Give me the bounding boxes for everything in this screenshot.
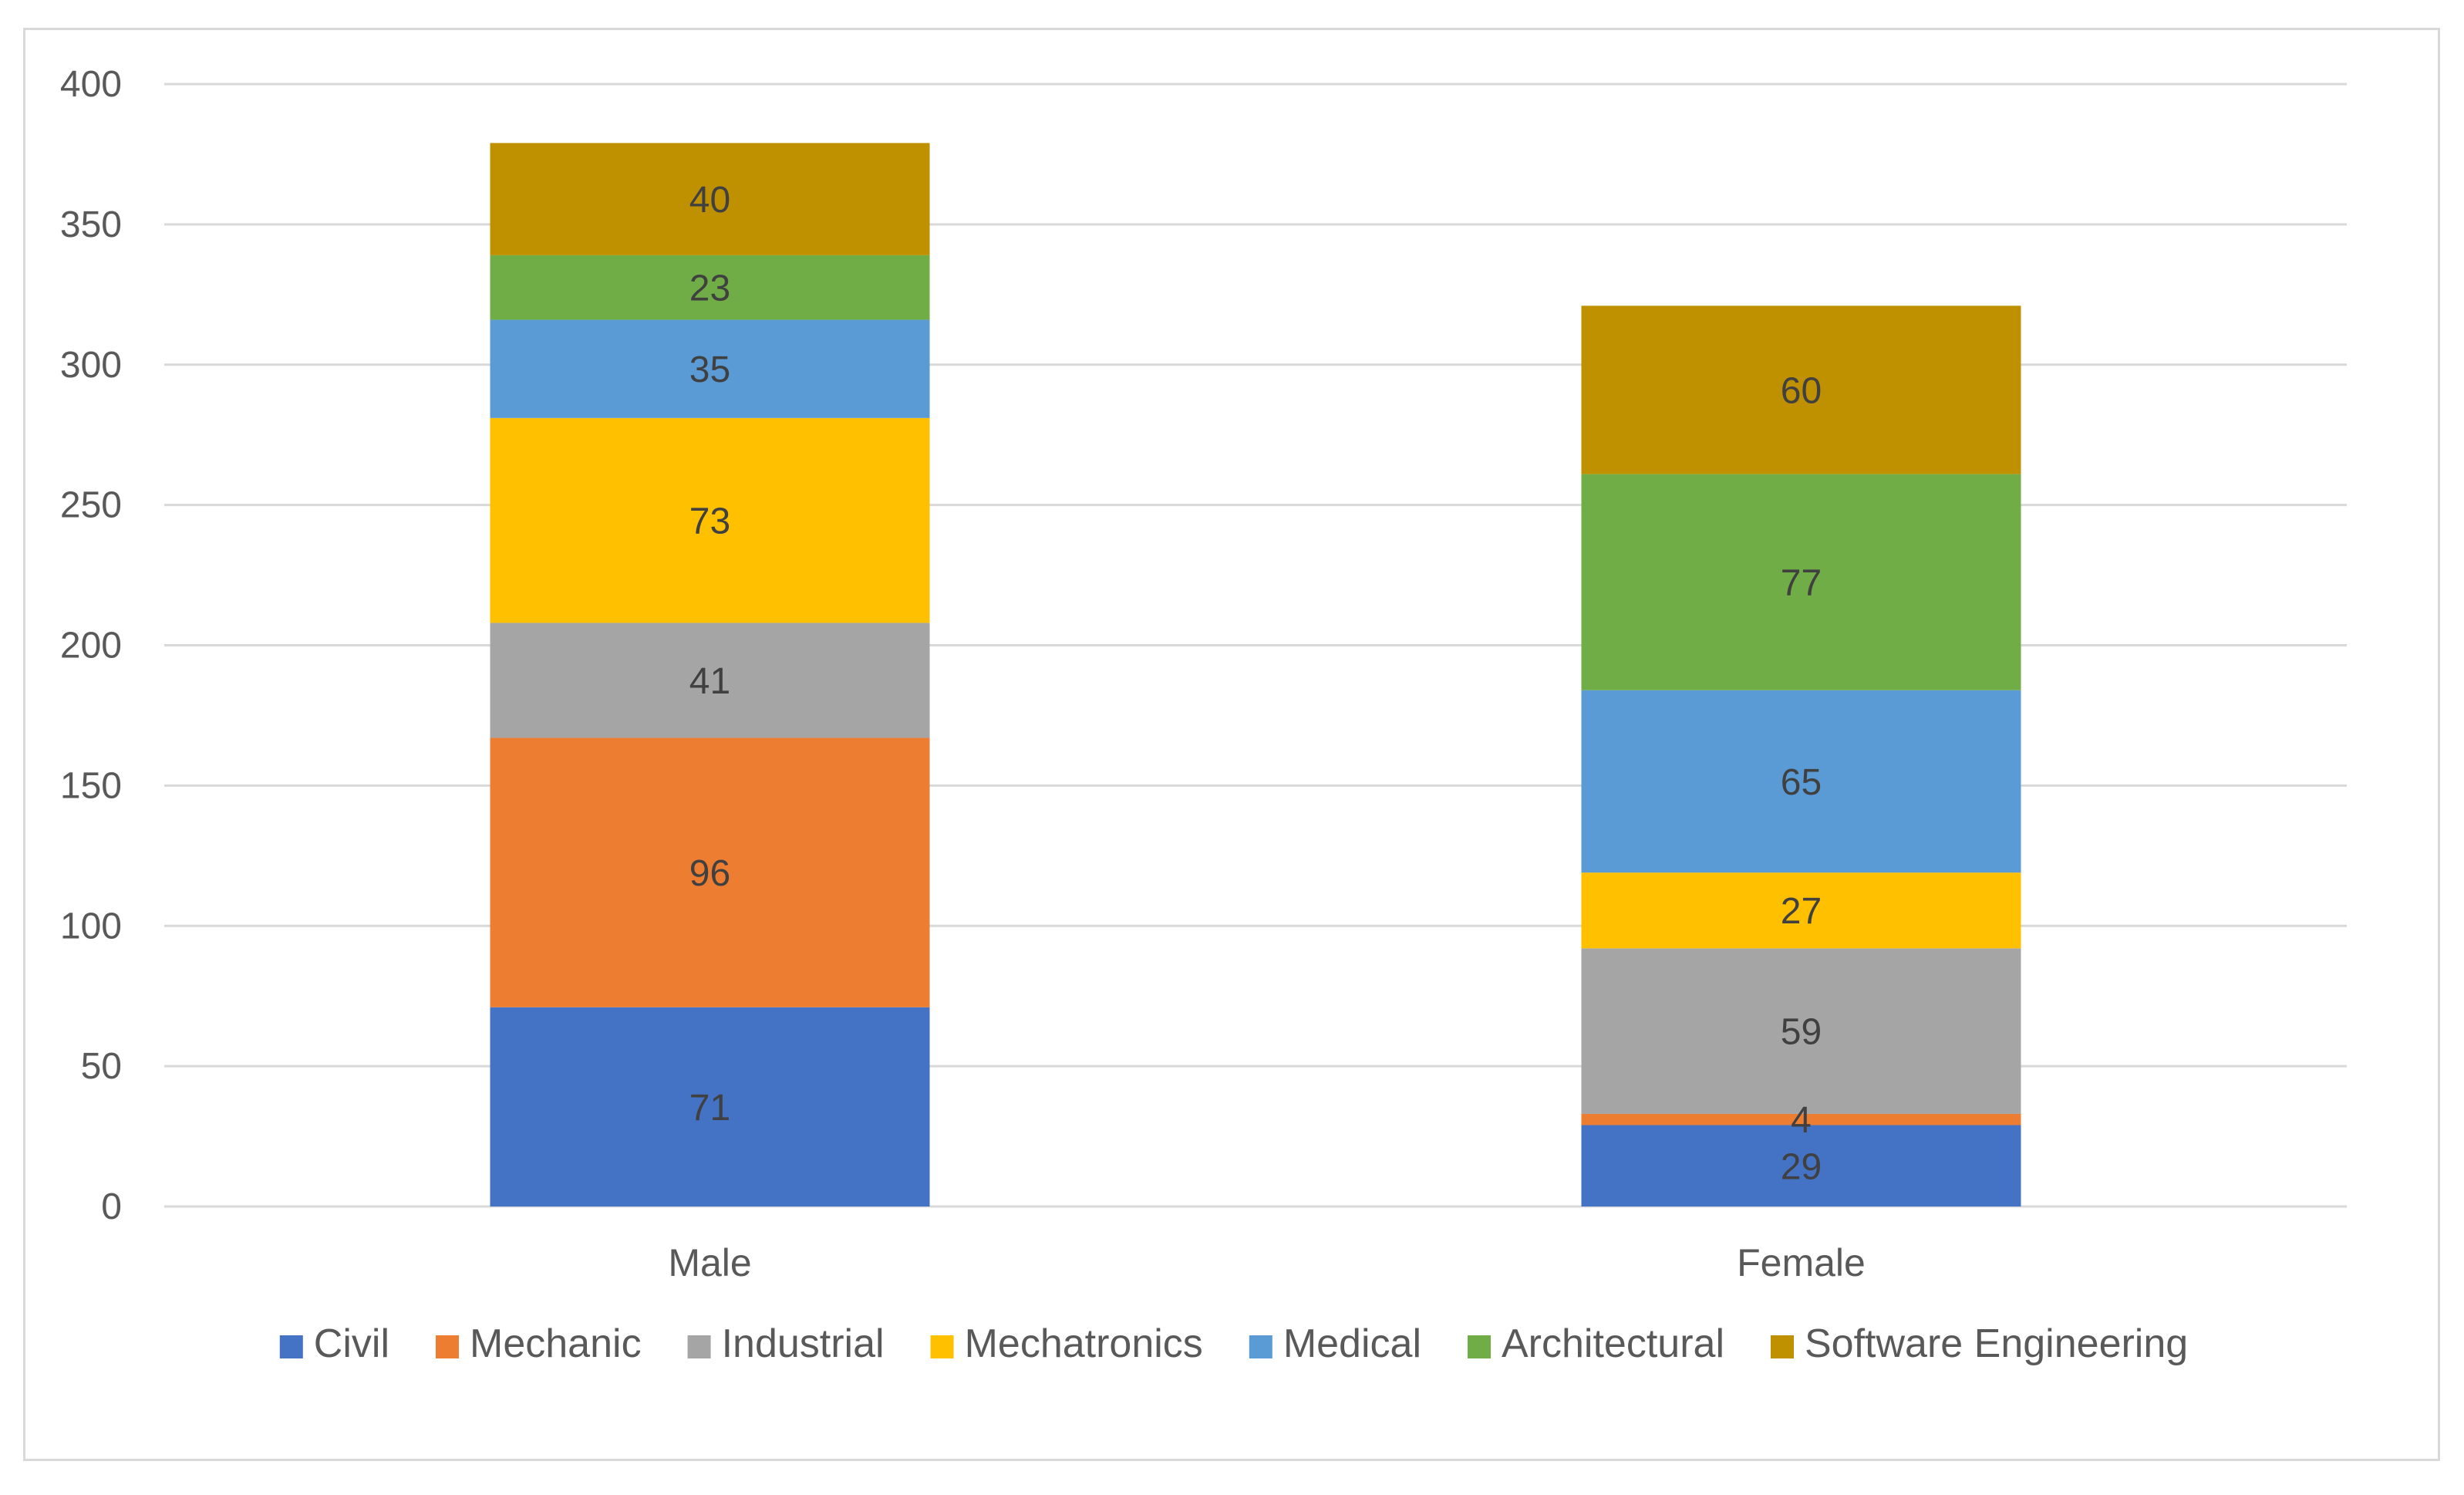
legend: Civil Mechanic Industrial Mechatronics Medic… <box>279 1321 2188 1366</box>
data-label: 96 <box>689 853 730 894</box>
y-tick-label: 0 <box>101 1186 122 1227</box>
legend-label: Industrial <box>722 1321 885 1366</box>
bar-segment <box>490 737 930 1007</box>
bar-segment <box>490 1007 930 1206</box>
y-tick-label: 50 <box>81 1046 122 1087</box>
legend-item: Software Engineering <box>1771 1321 2188 1366</box>
data-label: 77 <box>1781 563 1822 604</box>
bar-segment <box>1581 690 2021 873</box>
bar-segment <box>1581 305 2021 474</box>
legend-item: Mechatronics <box>930 1321 1203 1366</box>
data-label: 4 <box>1791 1100 1812 1141</box>
legend-swatch <box>1771 1335 1794 1358</box>
bar-segment <box>1581 474 2021 690</box>
x-category-label: Male <box>668 1241 751 1284</box>
legend-swatch <box>1249 1335 1272 1358</box>
bar-segment <box>1581 1125 2021 1206</box>
legend-item: Architectural <box>1468 1321 1724 1366</box>
legend-label: Software Engineering <box>1805 1321 2188 1366</box>
data-label: 35 <box>689 349 730 390</box>
legend-swatch <box>930 1335 954 1358</box>
stacked-bar-chart: 0 50 100 150 200 250 300 350 400 71 96 41 73 35 23 40 2… <box>60 64 2347 1366</box>
y-tick-label: 100 <box>60 906 122 947</box>
legend-swatch <box>687 1335 711 1358</box>
y-axis-tick-labels: 0 50 100 150 200 250 300 350 400 <box>60 64 122 1227</box>
bar-segment <box>490 143 930 255</box>
legend-swatch <box>436 1335 460 1358</box>
bar-segment <box>1581 1113 2021 1125</box>
bar-segment <box>1581 948 2021 1114</box>
legend-item: Civil <box>279 1321 389 1366</box>
y-tick-label: 300 <box>60 345 122 386</box>
legend-label: Civil <box>314 1321 389 1366</box>
data-label: 73 <box>689 501 730 542</box>
data-label: 71 <box>689 1088 730 1129</box>
y-tick-label: 400 <box>60 64 122 105</box>
legend-label: Mechanic <box>470 1321 642 1366</box>
bar-segment <box>490 319 930 418</box>
legend-label: Medical <box>1283 1321 1421 1366</box>
bar-segments <box>490 143 2021 1206</box>
legend-swatch <box>279 1335 303 1358</box>
y-tick-label: 200 <box>60 626 122 667</box>
data-labels: 71 96 41 73 35 23 40 29 4 59 27 65 77 60 <box>689 180 1822 1187</box>
bar-segment <box>490 255 930 320</box>
legend-swatch <box>1468 1335 1491 1358</box>
chart-frame: 0 50 100 150 200 250 300 350 400 71 96 41 73 35 23 40 2… <box>23 28 2440 1461</box>
legend-label: Mechatronics <box>965 1321 1203 1366</box>
y-tick-label: 150 <box>60 765 122 806</box>
bar-segment <box>490 623 930 738</box>
legend-item: Mechanic <box>436 1321 642 1366</box>
bar-segment <box>1581 872 2021 949</box>
data-label: 65 <box>1781 762 1822 803</box>
data-label: 41 <box>689 661 730 702</box>
x-category-label: Female <box>1737 1241 1866 1284</box>
data-label: 40 <box>689 180 730 221</box>
legend-label: Architectural <box>1502 1321 1724 1366</box>
data-label: 23 <box>689 268 730 309</box>
bar-segment <box>490 417 930 623</box>
legend-item: Industrial <box>687 1321 885 1366</box>
y-tick-label: 350 <box>60 204 122 245</box>
data-label: 29 <box>1781 1146 1822 1187</box>
data-label: 60 <box>1781 370 1822 411</box>
legend-item: Medical <box>1249 1321 1421 1366</box>
data-label: 59 <box>1781 1012 1822 1053</box>
x-axis-category-labels: Male Female <box>668 1241 1866 1284</box>
data-label: 27 <box>1781 891 1822 932</box>
y-tick-label: 250 <box>60 485 122 526</box>
